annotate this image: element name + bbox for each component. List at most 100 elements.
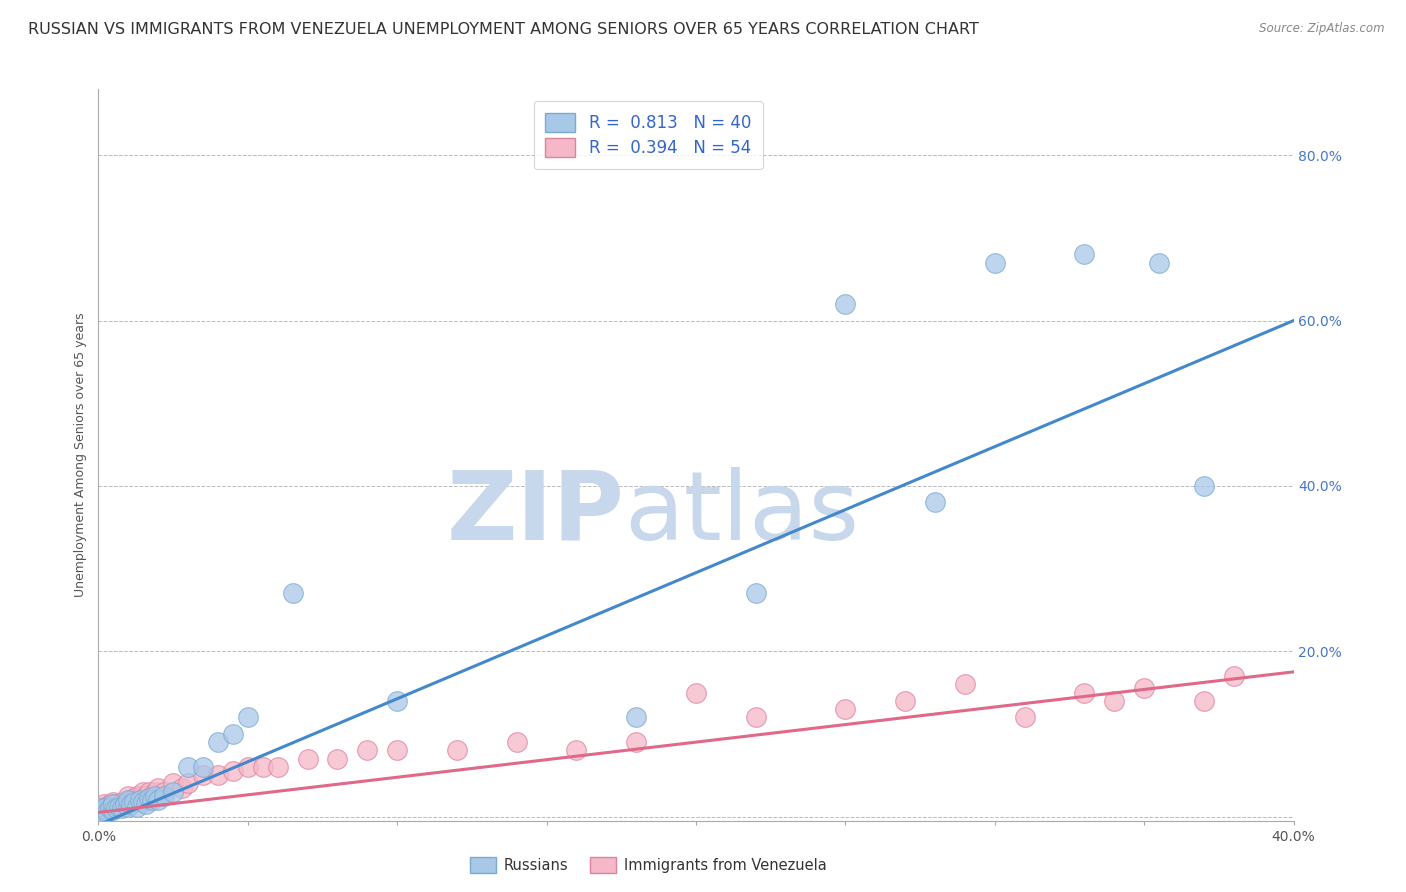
Point — [162, 776, 184, 790]
Point — [103, 797, 125, 811]
Point — [297, 752, 319, 766]
Point — [148, 780, 170, 795]
Y-axis label: Unemployment Among Seniors over 65 years: Unemployment Among Seniors over 65 years — [75, 312, 87, 598]
Point — [385, 743, 409, 757]
Point — [267, 760, 290, 774]
Point — [162, 785, 184, 799]
Point — [127, 799, 149, 814]
Point — [103, 795, 125, 809]
Point — [135, 797, 157, 811]
Point — [117, 789, 139, 803]
Point — [1104, 694, 1126, 708]
Point — [129, 793, 152, 807]
Point — [385, 694, 409, 708]
Point — [153, 785, 176, 799]
Point — [148, 793, 170, 807]
Point — [103, 803, 125, 817]
Point — [924, 495, 946, 509]
Text: atlas: atlas — [624, 467, 859, 560]
Point — [132, 785, 155, 799]
Point — [685, 685, 707, 699]
Point — [108, 799, 131, 814]
Point — [506, 735, 529, 749]
Point — [222, 764, 245, 778]
Point — [745, 586, 768, 600]
Point — [120, 793, 142, 807]
Point — [953, 677, 976, 691]
Point — [105, 801, 128, 815]
Point — [120, 797, 142, 811]
Point — [745, 710, 768, 724]
Point — [236, 710, 259, 724]
Point — [207, 735, 229, 749]
Point — [252, 760, 274, 774]
Point — [138, 785, 160, 799]
Point — [191, 760, 214, 774]
Point — [90, 805, 112, 820]
Point — [98, 797, 122, 811]
Point — [326, 752, 349, 766]
Point — [894, 694, 917, 708]
Point — [135, 789, 157, 803]
Point — [96, 801, 118, 815]
Point — [93, 797, 115, 811]
Point — [1073, 247, 1095, 261]
Point — [1192, 694, 1215, 708]
Point — [114, 797, 136, 811]
Point — [129, 793, 152, 807]
Point — [207, 768, 229, 782]
Text: Source: ZipAtlas.com: Source: ZipAtlas.com — [1260, 22, 1385, 36]
Point — [111, 801, 134, 815]
Point — [356, 743, 378, 757]
Legend: Russians, Immigrants from Venezuela: Russians, Immigrants from Venezuela — [464, 851, 832, 880]
Point — [138, 791, 160, 805]
Point — [117, 795, 139, 809]
Point — [177, 760, 200, 774]
Point — [114, 797, 136, 811]
Point — [117, 799, 139, 814]
Point — [1192, 479, 1215, 493]
Point — [446, 743, 468, 757]
Point — [132, 789, 155, 803]
Point — [222, 727, 245, 741]
Point — [983, 256, 1005, 270]
Point — [624, 710, 647, 724]
Point — [1147, 256, 1170, 270]
Point — [93, 801, 115, 815]
Point — [172, 780, 194, 795]
Point — [191, 768, 214, 782]
Point — [143, 785, 166, 799]
Point — [153, 789, 176, 803]
Point — [1133, 681, 1156, 696]
Point — [565, 743, 588, 757]
Point — [1073, 685, 1095, 699]
Point — [141, 789, 163, 803]
Point — [93, 799, 115, 814]
Point — [108, 799, 131, 814]
Point — [1223, 669, 1246, 683]
Point — [127, 789, 149, 803]
Point — [281, 586, 304, 600]
Point — [111, 795, 134, 809]
Point — [103, 799, 125, 814]
Point — [132, 795, 155, 809]
Point — [624, 735, 647, 749]
Point — [834, 297, 856, 311]
Point — [834, 702, 856, 716]
Text: ZIP: ZIP — [446, 467, 624, 560]
Point — [90, 803, 112, 817]
Point — [96, 805, 118, 820]
Point — [236, 760, 259, 774]
Text: RUSSIAN VS IMMIGRANTS FROM VENEZUELA UNEMPLOYMENT AMONG SENIORS OVER 65 YEARS CO: RUSSIAN VS IMMIGRANTS FROM VENEZUELA UNE… — [28, 22, 979, 37]
Point — [141, 793, 163, 807]
Point — [98, 801, 122, 815]
Point — [1014, 710, 1036, 724]
Point — [87, 801, 110, 815]
Point — [87, 801, 110, 815]
Point — [143, 789, 166, 803]
Point — [105, 797, 128, 811]
Point — [117, 793, 139, 807]
Point — [124, 795, 146, 809]
Point — [124, 791, 146, 805]
Point — [177, 776, 200, 790]
